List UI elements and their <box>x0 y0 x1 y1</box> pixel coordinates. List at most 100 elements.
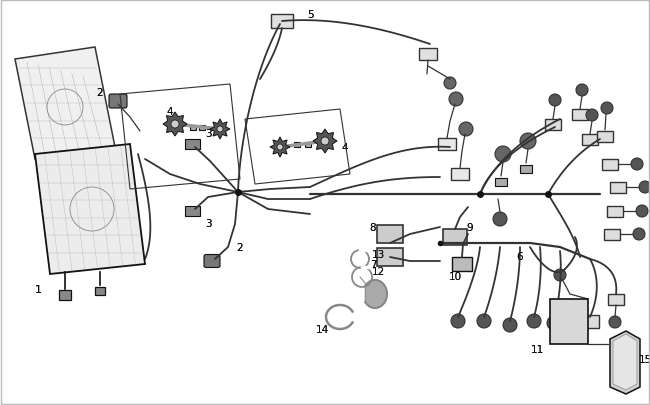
Text: 4: 4 <box>166 107 174 117</box>
Text: 13: 13 <box>371 249 385 259</box>
Polygon shape <box>270 138 290 158</box>
Text: 3: 3 <box>205 129 211 139</box>
FancyBboxPatch shape <box>377 248 403 266</box>
FancyBboxPatch shape <box>572 109 588 120</box>
Text: 3: 3 <box>205 218 211 228</box>
Circle shape <box>493 213 507 226</box>
Circle shape <box>520 134 536 149</box>
FancyBboxPatch shape <box>377 226 403 243</box>
Text: 1: 1 <box>34 284 42 294</box>
Circle shape <box>477 314 491 328</box>
FancyBboxPatch shape <box>185 140 200 149</box>
Circle shape <box>576 85 588 97</box>
Text: 8: 8 <box>370 222 376 232</box>
Circle shape <box>586 110 598 122</box>
FancyBboxPatch shape <box>451 168 469 181</box>
FancyBboxPatch shape <box>438 139 456 151</box>
Text: 11: 11 <box>530 344 543 354</box>
Text: 12: 12 <box>371 266 385 276</box>
Circle shape <box>527 314 541 328</box>
Circle shape <box>217 127 223 133</box>
FancyBboxPatch shape <box>608 294 624 305</box>
FancyBboxPatch shape <box>185 207 200 216</box>
Circle shape <box>639 181 650 194</box>
Polygon shape <box>210 120 230 140</box>
Text: 3: 3 <box>205 129 211 139</box>
Circle shape <box>609 316 621 328</box>
Text: 15: 15 <box>638 354 650 364</box>
Text: 8: 8 <box>370 222 376 232</box>
FancyBboxPatch shape <box>443 230 467 245</box>
Text: 10: 10 <box>448 271 461 281</box>
FancyBboxPatch shape <box>59 290 71 300</box>
Text: 12: 12 <box>371 266 385 276</box>
FancyBboxPatch shape <box>294 142 300 147</box>
FancyBboxPatch shape <box>109 95 127 109</box>
Circle shape <box>459 123 473 136</box>
Text: 5: 5 <box>307 10 313 20</box>
FancyBboxPatch shape <box>597 131 613 142</box>
Text: 2: 2 <box>97 88 103 98</box>
Text: 2: 2 <box>237 243 243 252</box>
Circle shape <box>444 78 456 90</box>
Polygon shape <box>610 331 640 394</box>
FancyBboxPatch shape <box>581 315 599 328</box>
FancyBboxPatch shape <box>419 49 437 61</box>
Text: 10: 10 <box>448 271 461 281</box>
Text: 4: 4 <box>342 143 348 153</box>
FancyBboxPatch shape <box>305 142 311 147</box>
Circle shape <box>449 93 463 107</box>
Text: 3: 3 <box>205 218 211 228</box>
Polygon shape <box>613 334 637 390</box>
Circle shape <box>601 103 613 115</box>
Polygon shape <box>365 280 387 308</box>
Circle shape <box>171 121 179 129</box>
FancyBboxPatch shape <box>95 287 105 295</box>
FancyBboxPatch shape <box>607 206 623 217</box>
Circle shape <box>503 318 517 332</box>
Circle shape <box>633 228 645 241</box>
Circle shape <box>321 138 329 146</box>
Circle shape <box>277 145 283 151</box>
FancyBboxPatch shape <box>582 134 598 145</box>
Text: 15: 15 <box>638 354 650 364</box>
Text: 9: 9 <box>467 222 473 232</box>
FancyBboxPatch shape <box>610 182 626 193</box>
FancyBboxPatch shape <box>190 125 196 130</box>
Circle shape <box>554 269 566 281</box>
Text: 9: 9 <box>467 222 473 232</box>
Text: 2: 2 <box>237 243 243 252</box>
FancyBboxPatch shape <box>199 125 205 130</box>
Polygon shape <box>163 113 187 136</box>
FancyBboxPatch shape <box>604 229 620 240</box>
Text: 14: 14 <box>315 324 329 334</box>
Text: 6: 6 <box>517 252 523 261</box>
Polygon shape <box>15 48 115 160</box>
Polygon shape <box>313 130 337 153</box>
FancyBboxPatch shape <box>550 299 588 344</box>
Circle shape <box>547 316 561 330</box>
Text: 4: 4 <box>166 107 174 117</box>
Text: 4: 4 <box>342 143 348 153</box>
Circle shape <box>631 159 643 171</box>
FancyBboxPatch shape <box>204 255 220 268</box>
Text: 6: 6 <box>517 252 523 261</box>
FancyBboxPatch shape <box>545 119 561 130</box>
Text: 1: 1 <box>34 284 42 294</box>
Circle shape <box>495 147 511 162</box>
Circle shape <box>451 314 465 328</box>
Text: 7: 7 <box>370 259 376 269</box>
Text: 2: 2 <box>97 88 103 98</box>
FancyBboxPatch shape <box>495 179 507 187</box>
Circle shape <box>549 95 561 107</box>
FancyBboxPatch shape <box>271 15 293 29</box>
FancyBboxPatch shape <box>520 166 532 174</box>
Text: 7: 7 <box>370 259 376 269</box>
FancyBboxPatch shape <box>602 159 618 170</box>
Text: 13: 13 <box>371 249 385 259</box>
Polygon shape <box>35 145 145 274</box>
Text: 14: 14 <box>315 324 329 334</box>
FancyBboxPatch shape <box>452 257 472 271</box>
Circle shape <box>636 205 648 217</box>
Text: 5: 5 <box>307 10 313 20</box>
